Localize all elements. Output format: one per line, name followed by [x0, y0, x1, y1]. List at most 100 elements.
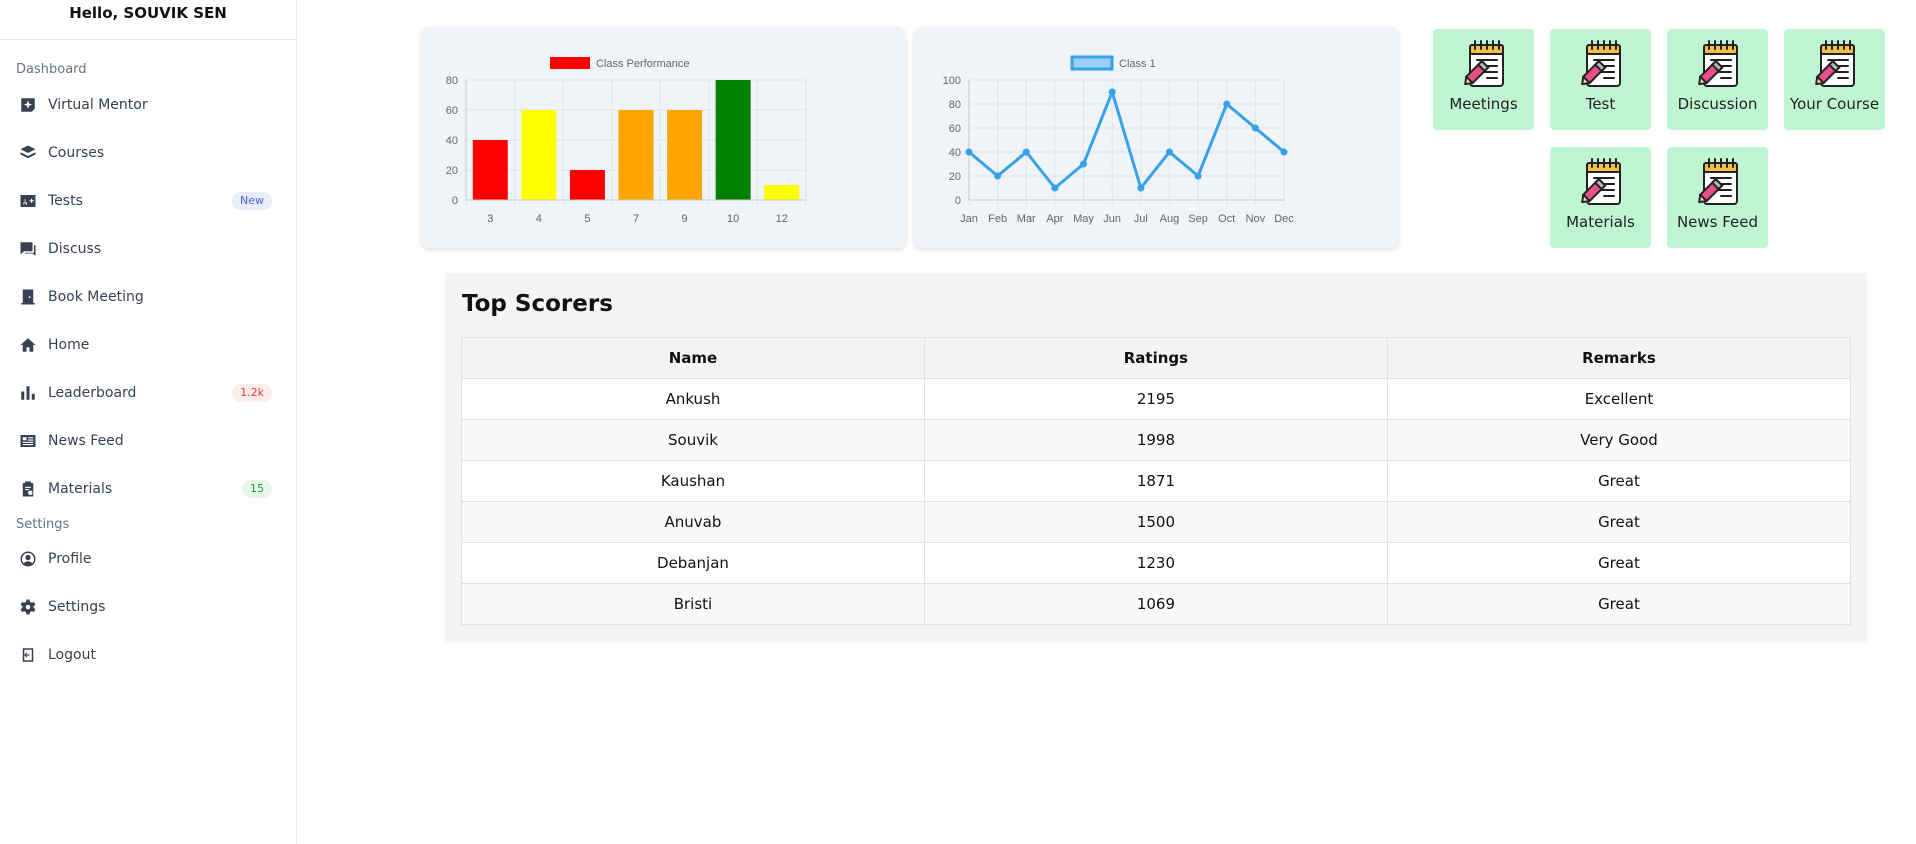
- x-tick-label: Nov: [1246, 213, 1266, 225]
- x-tick-label: 10: [727, 213, 739, 225]
- class-1-line-chart: 0 20 40 60 80 100 Jan Feb Mar Apr May Jun Jul Aug Sep O…: [914, 27, 1399, 248]
- sidebar-item-logout[interactable]: Logout: [0, 631, 296, 679]
- rating-cell: 1069: [923, 583, 1388, 625]
- sidebar-item-courses[interactable]: Courses: [0, 129, 296, 177]
- notepad-pencil-icon: [1580, 40, 1621, 87]
- sidebar-item-label: Profile: [48, 551, 92, 567]
- tile-your-course[interactable]: Your Course: [1784, 29, 1885, 130]
- data-point: [1165, 148, 1173, 156]
- sidebar-item-leaderboard[interactable]: Leaderboard 1.2k: [0, 369, 296, 417]
- bar: [472, 140, 508, 200]
- name-cell: Kaushan: [461, 460, 925, 502]
- tile-label: News Feed: [1676, 213, 1759, 231]
- table-row: Kaushan 1871 Great: [461, 460, 1852, 502]
- x-tick-label: Jun: [1103, 213, 1121, 225]
- y-tick-label: 20: [949, 171, 961, 183]
- bar: [569, 170, 605, 200]
- y-tick-label: 80: [446, 75, 458, 87]
- section-label-dashboard: Dashboard: [16, 62, 87, 77]
- top-scorers-title: Top Scorers: [462, 291, 613, 317]
- grade-icon: [18, 191, 38, 211]
- name-cell: Debanjan: [461, 542, 925, 584]
- data-point: [1137, 184, 1145, 192]
- section-label-settings: Settings: [16, 517, 70, 532]
- remark-cell: Great: [1386, 460, 1852, 502]
- column-header-remarks: Remarks: [1386, 337, 1852, 379]
- class-performance-chart: 0 20 40 60 80 3 4 5 7 9 10 12 Class Performance: [421, 27, 906, 248]
- sidebar-item-book-meeting[interactable]: Book Meeting: [0, 273, 296, 321]
- gear-icon: [18, 597, 38, 617]
- sidebar-item-label: Settings: [48, 599, 106, 615]
- door-icon: [18, 287, 38, 307]
- x-tick-label: Sep: [1188, 213, 1208, 225]
- sidebar-item-news-feed[interactable]: News Feed: [0, 417, 296, 465]
- x-tick-label: Mar: [1017, 213, 1036, 225]
- tile-news-feed[interactable]: News Feed: [1667, 147, 1768, 248]
- sidebar-item-virtual-mentor[interactable]: Virtual Mentor: [0, 81, 296, 129]
- notepad-pencil-icon: [1697, 158, 1738, 205]
- rating-cell: 2195: [923, 378, 1388, 420]
- legend-label: Class 1: [1119, 58, 1156, 70]
- y-tick-label: 0: [452, 195, 458, 207]
- data-point: [1108, 88, 1116, 96]
- tile-label: Test: [1585, 95, 1616, 113]
- remark-cell: Great: [1386, 583, 1852, 625]
- y-tick-label: 80: [949, 99, 961, 111]
- legend-swatch: [1070, 55, 1114, 71]
- notepad-pencil-icon: [1463, 40, 1504, 87]
- table-row: Anuvab 1500 Great: [461, 501, 1852, 543]
- sidebar-item-discuss[interactable]: Discuss: [0, 225, 296, 273]
- remark-cell: Excellent: [1386, 378, 1852, 420]
- sidebar: Hello, SOUVIK SEN Dashboard Virtual Ment…: [0, 0, 297, 844]
- tile-label: Your Course: [1789, 95, 1880, 113]
- sidebar-item-settings[interactable]: Settings: [0, 583, 296, 631]
- tile-discussion[interactable]: Discussion: [1667, 29, 1768, 130]
- remark-cell: Great: [1386, 542, 1852, 584]
- sidebar-item-label: Tests: [48, 193, 83, 209]
- table-body: Ankush 2195 Excellent Souvik 1998 Very Good Ka…: [461, 378, 1852, 625]
- tile-materials[interactable]: Materials: [1550, 147, 1651, 248]
- x-tick-label: May: [1073, 213, 1094, 225]
- data-point: [965, 148, 973, 156]
- layers-icon: [18, 143, 38, 163]
- y-tick-label: 60: [446, 105, 458, 117]
- table-row: Bristi 1069 Great: [461, 583, 1852, 625]
- bar-chart-svg: 0 20 40 60 80 3 4 5 7 9 10 12 Class Performance: [446, 57, 807, 225]
- sidebar-item-profile[interactable]: Profile: [0, 535, 296, 583]
- tile-meetings[interactable]: Meetings: [1433, 29, 1534, 130]
- sidebar-item-materials[interactable]: Materials 15: [0, 465, 296, 513]
- tile-test[interactable]: Test: [1550, 29, 1651, 130]
- name-cell: Anuvab: [461, 501, 925, 543]
- y-tick-label: 100: [943, 75, 961, 87]
- table-row: Ankush 2195 Excellent: [461, 378, 1852, 420]
- data-point: [1251, 124, 1259, 132]
- notepad-pencil-icon: [1580, 158, 1621, 205]
- logout-icon: [18, 645, 38, 665]
- legend-swatch: [550, 57, 590, 69]
- sidebar-item-label: Discuss: [48, 241, 102, 257]
- sidebar-item-label: Virtual Mentor: [48, 97, 148, 113]
- home-icon: [18, 335, 38, 355]
- y-tick-label: 40: [949, 147, 961, 159]
- sidebar-item-tests[interactable]: Tests New: [0, 177, 296, 225]
- remark-cell: Very Good: [1386, 419, 1852, 461]
- data-point: [1194, 172, 1202, 180]
- name-cell: Bristi: [461, 583, 925, 625]
- rating-cell: 1230: [923, 542, 1388, 584]
- name-cell: Ankush: [461, 378, 925, 420]
- x-tick-label: Aug: [1160, 213, 1180, 225]
- table-header-row: Name Ratings Remarks: [461, 337, 1852, 379]
- column-header-name: Name: [461, 337, 925, 379]
- sidebar-item-home[interactable]: Home: [0, 321, 296, 369]
- data-point: [1051, 184, 1059, 192]
- sidebar-item-label: News Feed: [48, 433, 124, 449]
- sidebar-item-label: Leaderboard: [48, 385, 137, 401]
- x-tick-label: 5: [584, 213, 590, 225]
- rating-cell: 1500: [923, 501, 1388, 543]
- leaderboard-count-badge: 1.2k: [232, 384, 272, 402]
- x-tick-label: 7: [633, 213, 639, 225]
- user-greeting: Hello, SOUVIK SEN: [0, 0, 296, 40]
- tile-label: Discussion: [1677, 95, 1758, 113]
- sidebar-item-label: Home: [48, 337, 90, 353]
